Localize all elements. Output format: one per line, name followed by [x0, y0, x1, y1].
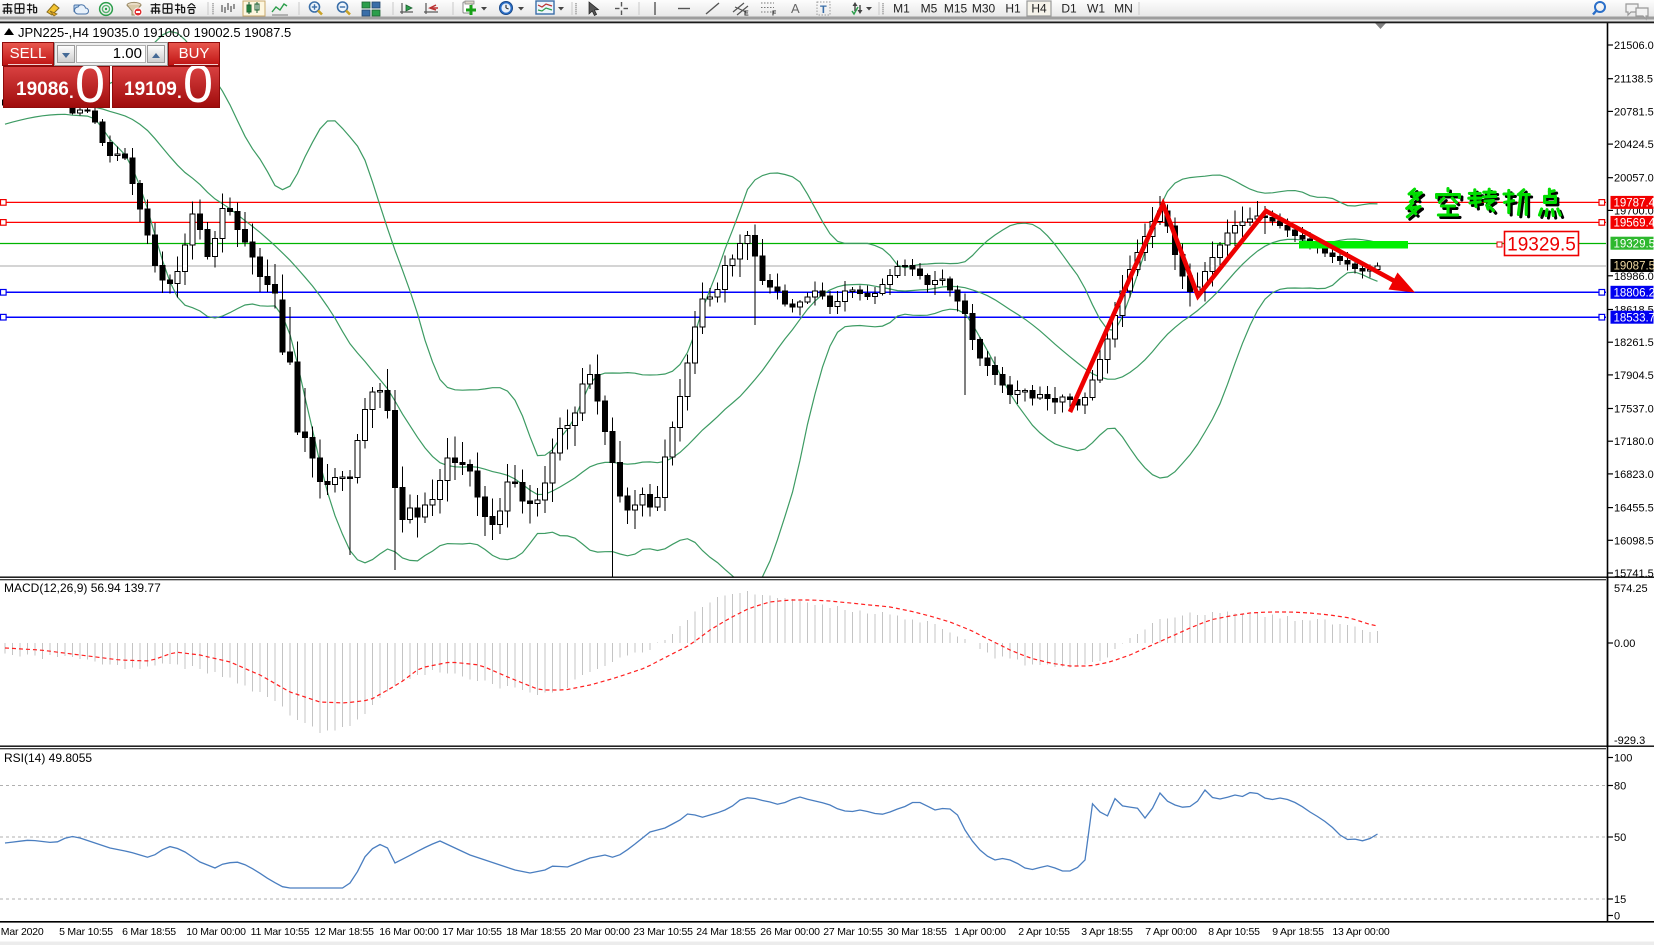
svg-text:50: 50	[1614, 832, 1626, 844]
svg-text:RSI(14) 49.8055: RSI(14) 49.8055	[4, 751, 92, 765]
svg-text:T: T	[820, 4, 827, 16]
svg-text:E: E	[744, 11, 749, 18]
svg-text:17904.5: 17904.5	[1614, 370, 1654, 382]
svg-text:M15: M15	[944, 2, 968, 16]
svg-text:1 Apr 00:00: 1 Apr 00:00	[954, 926, 1006, 938]
svg-text:2 Apr 10:55: 2 Apr 10:55	[1018, 926, 1070, 938]
svg-text:19087.5: 19087.5	[1614, 261, 1654, 273]
svg-text:MN: MN	[1114, 2, 1133, 16]
svg-text:100: 100	[1614, 753, 1632, 765]
svg-text:12 Mar 18:55: 12 Mar 18:55	[314, 926, 374, 938]
svg-text:JPN225-,H4 19035.0 19100.0 19: JPN225-,H4 19035.0 19100.0 19002.5 19087…	[18, 25, 291, 40]
svg-text:20424.5: 20424.5	[1614, 139, 1654, 151]
svg-text:3 Apr 18:55: 3 Apr 18:55	[1081, 926, 1133, 938]
svg-text:17537.0: 17537.0	[1614, 404, 1654, 416]
svg-text:0: 0	[1614, 911, 1620, 923]
svg-text:20781.5: 20781.5	[1614, 106, 1654, 118]
svg-text:23 Mar 10:55: 23 Mar 10:55	[633, 926, 693, 938]
svg-text:21138.5: 21138.5	[1614, 74, 1653, 86]
svg-text:M5: M5	[921, 2, 938, 16]
svg-text:19329.5: 19329.5	[1614, 238, 1654, 250]
svg-text:30 Mar 18:55: 30 Mar 18:55	[887, 926, 947, 938]
svg-text:7 Apr 00:00: 7 Apr 00:00	[1145, 926, 1197, 938]
svg-text:16823.0: 16823.0	[1614, 469, 1654, 481]
svg-text:19329.5: 19329.5	[1507, 235, 1576, 256]
svg-text:24 Mar 18:55: 24 Mar 18:55	[696, 926, 756, 938]
svg-text:20057.0: 20057.0	[1614, 173, 1654, 185]
svg-text:16455.5: 16455.5	[1614, 503, 1654, 515]
svg-text:18806.2: 18806.2	[1614, 288, 1654, 300]
svg-text:15741.5: 15741.5	[1614, 568, 1654, 580]
svg-text:574.25: 574.25	[1614, 583, 1648, 595]
svg-text:5 Mar 10:55: 5 Mar 10:55	[59, 926, 113, 938]
svg-text:H1: H1	[1005, 2, 1021, 16]
svg-text:26 Mar 00:00: 26 Mar 00:00	[760, 926, 820, 938]
svg-text:15: 15	[1614, 894, 1626, 906]
svg-text:W1: W1	[1087, 2, 1105, 16]
svg-text:18986.0: 18986.0	[1614, 271, 1654, 283]
svg-text:21506.0: 21506.0	[1614, 40, 1654, 52]
svg-text:13 Apr 00:00: 13 Apr 00:00	[1332, 926, 1390, 938]
svg-text:80: 80	[1614, 781, 1626, 793]
svg-text:18533.7: 18533.7	[1614, 312, 1654, 324]
svg-text:-929.3: -929.3	[1614, 735, 1645, 747]
svg-text:MACD(12,26,9) 56.94 139.77: MACD(12,26,9) 56.94 139.77	[4, 581, 161, 595]
svg-text:11 Mar 10:55: 11 Mar 10:55	[251, 926, 310, 938]
svg-text:M1: M1	[893, 2, 910, 16]
svg-text:16098.5: 16098.5	[1614, 535, 1654, 547]
svg-text:F: F	[772, 11, 777, 18]
svg-text:19569.4: 19569.4	[1614, 218, 1654, 230]
svg-text:20 Mar 00:00: 20 Mar 00:00	[570, 926, 630, 938]
svg-text:16 Mar 00:00: 16 Mar 00:00	[379, 926, 439, 938]
svg-text:8 Apr 10:55: 8 Apr 10:55	[1208, 926, 1260, 938]
svg-text:4 Mar 2020: 4 Mar 2020	[0, 926, 44, 938]
svg-text:27 Mar 10:55: 27 Mar 10:55	[823, 926, 883, 938]
svg-text:D1: D1	[1061, 2, 1077, 16]
svg-text:0.00: 0.00	[1614, 638, 1635, 650]
svg-text:A: A	[791, 1, 800, 16]
svg-text:19787.4: 19787.4	[1614, 198, 1654, 210]
svg-text:M30: M30	[972, 2, 996, 16]
svg-text:9 Apr 18:55: 9 Apr 18:55	[1272, 926, 1324, 938]
svg-text:17180.0: 17180.0	[1614, 436, 1654, 448]
svg-text:18 Mar 18:55: 18 Mar 18:55	[506, 926, 566, 938]
svg-text:17 Mar 10:55: 17 Mar 10:55	[442, 926, 502, 938]
svg-text:18261.5: 18261.5	[1614, 337, 1654, 349]
svg-text:6 Mar 18:55: 6 Mar 18:55	[122, 926, 176, 938]
svg-text:H4: H4	[1031, 2, 1047, 16]
svg-text:10 Mar 00:00: 10 Mar 00:00	[186, 926, 246, 938]
